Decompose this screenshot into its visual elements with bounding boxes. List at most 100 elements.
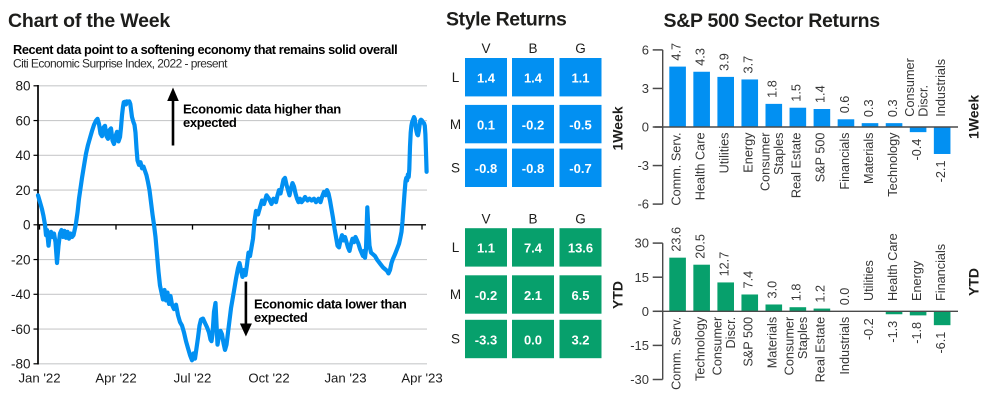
svg-text:Apr '22: Apr '22	[95, 371, 136, 386]
svg-text:Consumer: Consumer	[711, 316, 725, 375]
svg-text:-1.3: -1.3	[886, 321, 900, 343]
svg-text:7.4: 7.4	[524, 241, 543, 256]
svg-text:1.8: 1.8	[790, 284, 804, 302]
svg-text:-0.5: -0.5	[569, 117, 591, 132]
svg-text:Real Estate: Real Estate	[790, 133, 804, 199]
svg-text:Staples: Staples	[772, 133, 786, 175]
svg-text:-6.1: -6.1	[934, 332, 948, 354]
svg-text:4.7: 4.7	[669, 43, 683, 61]
svg-text:Technology: Technology	[693, 316, 707, 381]
svg-text:Materials: Materials	[766, 317, 780, 368]
svg-text:G: G	[575, 41, 586, 56]
svg-text:Materials: Materials	[862, 133, 876, 184]
svg-text:1.5: 1.5	[790, 84, 804, 102]
svg-text:-15: -15	[630, 338, 649, 353]
svg-text:1Week: 1Week	[610, 106, 626, 150]
svg-text:3.9: 3.9	[718, 53, 732, 71]
svg-text:80: 80	[15, 79, 30, 94]
svg-text:0.3: 0.3	[886, 99, 900, 117]
svg-text:-0.4: -0.4	[910, 139, 924, 161]
svg-text:4.3: 4.3	[693, 48, 707, 66]
svg-text:-6: -6	[637, 197, 649, 212]
svg-text:1.2: 1.2	[814, 285, 828, 303]
svg-text:-80: -80	[11, 357, 31, 372]
svg-text:G: G	[575, 212, 586, 227]
svg-text:S&P 500: S&P 500	[742, 317, 756, 367]
svg-text:Apr '23: Apr '23	[401, 371, 442, 386]
svg-text:V: V	[481, 41, 490, 56]
svg-text:-0.8: -0.8	[522, 161, 544, 176]
svg-text:1.4: 1.4	[524, 71, 543, 86]
svg-text:Consumer: Consumer	[783, 316, 797, 375]
svg-text:L: L	[452, 70, 460, 85]
svg-text:0: 0	[642, 120, 649, 135]
svg-text:Comm. Serv.: Comm. Serv.	[669, 133, 683, 206]
svg-text:S&P 500 Sector Returns: S&P 500 Sector Returns	[664, 10, 881, 32]
svg-text:0.6: 0.6	[838, 96, 852, 114]
svg-text:L: L	[452, 240, 460, 255]
svg-text:3: 3	[642, 81, 649, 96]
svg-text:7.4: 7.4	[742, 271, 756, 289]
svg-text:20.5: 20.5	[693, 234, 707, 259]
svg-text:Discr.: Discr.	[724, 317, 738, 349]
svg-text:0.0: 0.0	[838, 288, 852, 306]
svg-text:40: 40	[15, 148, 30, 163]
svg-text:13.6: 13.6	[568, 241, 593, 256]
svg-text:-40: -40	[11, 287, 31, 302]
svg-text:-1.8: -1.8	[910, 322, 924, 344]
svg-text:3.7: 3.7	[742, 56, 756, 74]
svg-text:B: B	[528, 212, 537, 227]
svg-text:M: M	[450, 117, 461, 132]
svg-text:1.4: 1.4	[477, 71, 496, 86]
svg-text:Comm. Serv.: Comm. Serv.	[669, 317, 683, 390]
svg-text:Discr.: Discr.	[916, 85, 930, 117]
svg-text:-20: -20	[11, 252, 31, 267]
svg-text:Jul '22: Jul '22	[174, 371, 212, 386]
svg-text:S: S	[451, 332, 460, 347]
svg-text:Financials: Financials	[838, 133, 852, 190]
svg-text:-0.7: -0.7	[569, 161, 591, 176]
svg-text:YTD: YTD	[966, 268, 982, 296]
svg-text:1.8: 1.8	[766, 80, 780, 98]
svg-text:Jan '23: Jan '23	[324, 371, 366, 386]
svg-text:15: 15	[635, 270, 649, 285]
svg-text:Recent data point to a softeni: Recent data point to a softening economy…	[13, 42, 397, 57]
svg-text:Industrials: Industrials	[934, 59, 948, 117]
svg-text:expected: expected	[254, 310, 308, 325]
svg-text:Consumer: Consumer	[903, 57, 917, 116]
svg-text:Energy: Energy	[910, 260, 924, 301]
svg-text:0.3: 0.3	[862, 99, 876, 117]
svg-text:S&P 500: S&P 500	[814, 133, 828, 183]
svg-text:-0.2: -0.2	[475, 288, 497, 303]
svg-text:Staples: Staples	[796, 317, 810, 359]
svg-text:3.2: 3.2	[571, 332, 589, 347]
svg-text:Energy: Energy	[742, 132, 756, 173]
svg-text:Utilities: Utilities	[862, 260, 876, 301]
svg-text:Health Care: Health Care	[886, 233, 900, 301]
svg-text:0.1: 0.1	[477, 117, 495, 132]
svg-text:1Week: 1Week	[966, 95, 982, 139]
svg-text:Oct '22: Oct '22	[248, 371, 289, 386]
svg-text:Citi Economic Surprise Index,: Citi Economic Surprise Index, 2022 - pre…	[13, 57, 228, 71]
svg-text:1.1: 1.1	[477, 241, 495, 256]
svg-text:-0.2: -0.2	[862, 318, 876, 340]
svg-text:30: 30	[635, 236, 649, 251]
svg-text:0.0: 0.0	[524, 332, 542, 347]
svg-text:Consumer: Consumer	[759, 132, 773, 191]
svg-text:Utilities: Utilities	[718, 133, 732, 174]
svg-text:-3.3: -3.3	[475, 332, 497, 347]
svg-text:0: 0	[642, 304, 649, 319]
svg-text:1.1: 1.1	[571, 71, 589, 86]
svg-text:Technology: Technology	[886, 132, 900, 197]
svg-text:-30: -30	[630, 372, 649, 387]
svg-text:-0.8: -0.8	[475, 161, 497, 176]
svg-text:3.0: 3.0	[766, 281, 780, 299]
svg-text:12.7: 12.7	[718, 252, 732, 277]
svg-text:0: 0	[23, 218, 31, 233]
svg-text:M: M	[450, 287, 461, 302]
svg-text:60: 60	[15, 113, 30, 128]
svg-text:6: 6	[642, 43, 649, 58]
svg-text:Financials: Financials	[934, 244, 948, 301]
svg-text:20: 20	[15, 183, 30, 198]
svg-text:Health Care: Health Care	[693, 133, 707, 201]
